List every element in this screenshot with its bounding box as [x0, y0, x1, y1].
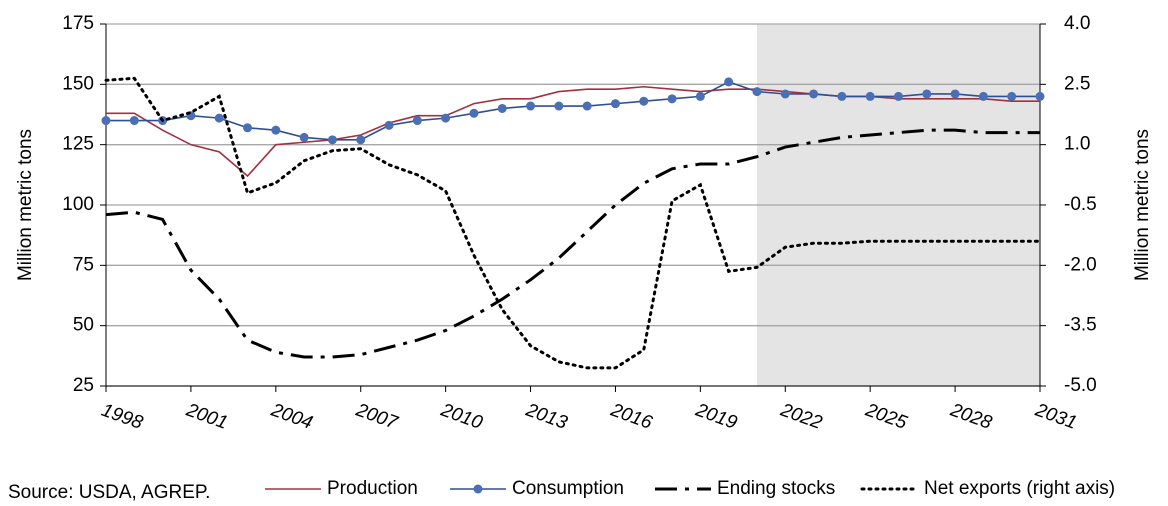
series-marker — [809, 89, 819, 99]
x-tick-label: 2022 — [777, 399, 825, 434]
series-line — [104, 76, 1042, 370]
series-marker — [271, 125, 281, 135]
series-marker — [356, 135, 366, 145]
x-tick-label: 2016 — [607, 399, 655, 434]
x-tick-label: 2010 — [437, 399, 485, 434]
series-marker — [978, 91, 988, 101]
series-marker — [243, 123, 253, 133]
y2-tick-label: 4.0 — [1064, 13, 1090, 34]
series-marker — [469, 108, 479, 118]
series-marker — [129, 116, 139, 126]
series-marker — [893, 91, 903, 101]
series-line — [106, 81, 1040, 141]
y2-axis-label: Million metric tons — [1132, 129, 1153, 281]
series-marker — [554, 101, 564, 111]
y2-tick-label: 2.5 — [1064, 73, 1090, 94]
y-tick-label: 150 — [62, 73, 94, 94]
series-marker — [780, 89, 790, 99]
series-line — [106, 85, 1040, 178]
x-tick-label: 2031 — [1032, 399, 1080, 434]
source-note: Source: USDA, AGREP. — [8, 482, 210, 503]
series-marker — [610, 99, 620, 109]
series-marker — [667, 94, 677, 104]
series-marker — [101, 116, 111, 126]
series-marker — [441, 113, 451, 123]
series-marker — [412, 116, 422, 126]
series-marker — [327, 135, 337, 145]
legend-marker — [473, 484, 483, 494]
series-marker — [950, 89, 960, 99]
series-marker — [1007, 91, 1017, 101]
legend-label: Ending stocks — [717, 478, 835, 499]
x-tick-label: 2028 — [947, 399, 995, 434]
legend-label: Consumption — [512, 478, 624, 499]
x-tick-label: 2019 — [692, 399, 740, 434]
series-marker — [526, 101, 536, 111]
series-marker — [922, 89, 932, 99]
y-axis-label: Million metric tons — [15, 129, 36, 281]
series-marker — [384, 120, 394, 130]
x-tick-label: 2001 — [183, 399, 231, 434]
legend-label: Production — [327, 478, 418, 499]
y-tick-label: 25 — [73, 375, 94, 396]
series-marker — [695, 91, 705, 101]
x-tick-label: 2013 — [522, 399, 570, 434]
x-tick-label: 2004 — [267, 399, 315, 434]
series-marker — [582, 101, 592, 111]
y2-tick-label: 1.0 — [1064, 134, 1090, 155]
series-marker — [837, 91, 847, 101]
series-marker — [299, 132, 309, 142]
series-marker — [724, 77, 734, 87]
y-tick-label: 100 — [62, 194, 94, 215]
series-marker — [865, 91, 875, 101]
series-line — [105, 128, 1040, 359]
x-tick-label: 1998 — [99, 400, 146, 434]
y2-tick-label: -3.5 — [1064, 315, 1097, 336]
y2-tick-label: -5.0 — [1064, 375, 1097, 396]
x-tick-label: 2025 — [862, 399, 910, 434]
y-tick-label: 75 — [73, 254, 94, 275]
series-marker — [497, 103, 507, 113]
y2-tick-label: -0.5 — [1064, 194, 1097, 215]
y-tick-label: 50 — [73, 315, 94, 336]
y2-tick-label: -2.0 — [1064, 254, 1097, 275]
series-marker — [1035, 91, 1045, 101]
x-tick-label: 2007 — [352, 399, 401, 434]
series-marker — [639, 96, 649, 106]
legend-label: Net exports (right axis) — [924, 478, 1115, 499]
y-tick-label: 125 — [62, 134, 94, 155]
series-marker — [214, 113, 224, 123]
y-tick-label: 175 — [62, 13, 94, 34]
series-marker — [752, 87, 762, 97]
